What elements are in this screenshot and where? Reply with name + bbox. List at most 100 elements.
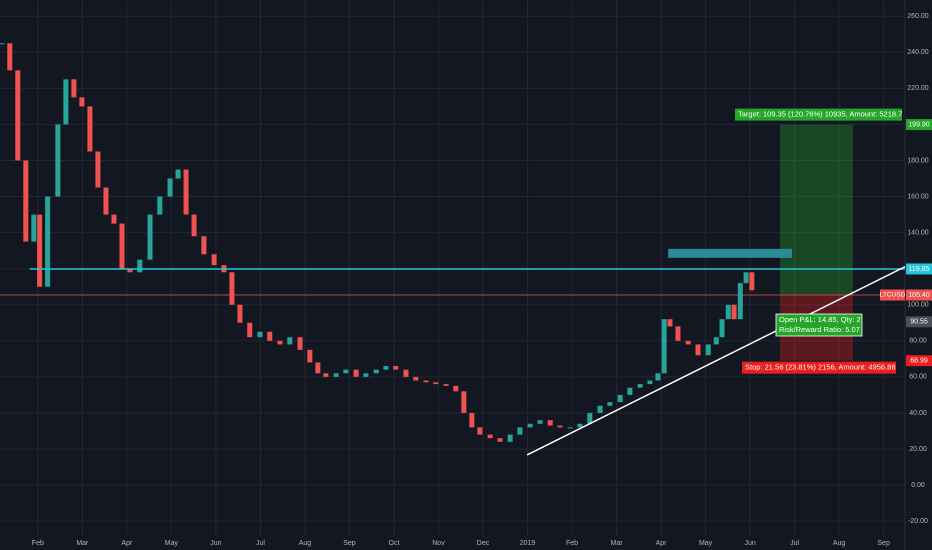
- x-tick-label: Aug: [833, 540, 846, 547]
- x-tick-label: Jul: [790, 540, 799, 547]
- candle: [647, 380, 653, 385]
- candle: [423, 380, 429, 383]
- candle: [333, 373, 339, 377]
- candle: [363, 373, 369, 377]
- candle: [127, 268, 133, 273]
- x-tick-label: May: [699, 540, 713, 547]
- x-tick-label: Jun: [210, 540, 221, 547]
- candle: [627, 387, 633, 395]
- price-label: 105.40: [908, 292, 930, 299]
- candle: [443, 384, 449, 386]
- price-label: 90.55: [910, 319, 928, 326]
- candle: [31, 214, 37, 242]
- y-tick-label: 0.00: [911, 482, 925, 489]
- x-tick-label: Oct: [389, 540, 400, 547]
- candle: [655, 373, 661, 381]
- y-tick-label: 80.00: [909, 338, 927, 345]
- x-tick-label: Mar: [611, 540, 624, 547]
- y-tick-label: 180.00: [907, 157, 929, 164]
- x-tick-label: Apr: [121, 540, 133, 547]
- candle: [63, 79, 69, 125]
- candle: [667, 319, 673, 327]
- candle: [487, 434, 493, 439]
- candle: [211, 254, 217, 266]
- candle: [191, 214, 197, 237]
- candle: [45, 196, 51, 287]
- candle: [383, 366, 389, 370]
- candle: [229, 272, 235, 305]
- price-label: 68.99: [910, 358, 928, 365]
- candle: [147, 214, 153, 260]
- pnl-label: Risk/Reward Ratio: 5.07: [779, 325, 860, 334]
- candle: [607, 402, 613, 406]
- candle: [183, 169, 189, 215]
- candle: [87, 106, 93, 152]
- candle: [353, 369, 359, 377]
- x-tick-label: Apr: [656, 540, 668, 547]
- y-tick-label: 60.00: [909, 374, 927, 381]
- zone-box: [668, 248, 792, 258]
- candle: [95, 151, 101, 188]
- candle: [537, 420, 543, 424]
- candle: [617, 394, 623, 403]
- price-label-box: [906, 289, 932, 301]
- price-label-box: [906, 263, 932, 275]
- candle: [15, 70, 21, 161]
- y-tick-label: 20.00: [909, 446, 927, 453]
- price-label-box: [906, 355, 932, 367]
- candle: [507, 434, 513, 442]
- candle: [743, 272, 749, 284]
- y-tick-label: -20.00: [908, 518, 928, 525]
- symbol-label: LTCUSD: [880, 292, 906, 299]
- y-tick-label: 100.00: [907, 302, 929, 309]
- y-tick-label: 260.00: [907, 13, 929, 20]
- candle: [725, 304, 731, 320]
- candle: [737, 283, 743, 320]
- candle: [695, 344, 701, 356]
- candle: [497, 438, 503, 442]
- y-tick-label: 220.00: [907, 85, 929, 92]
- candle: [323, 373, 329, 377]
- candle: [157, 196, 163, 215]
- candle: [79, 97, 85, 107]
- price-label-box: [906, 316, 932, 328]
- candle: [37, 214, 43, 287]
- candle: [71, 79, 77, 98]
- candle: [719, 319, 725, 338]
- candle: [167, 178, 173, 197]
- candle: [175, 169, 181, 179]
- y-tick-label: 140.00: [907, 229, 929, 236]
- x-tick-label: Jul: [256, 540, 265, 547]
- target-zone: [779, 124, 853, 296]
- symbol-box: [880, 289, 905, 301]
- price-label: 199.90: [908, 121, 930, 128]
- candle: [433, 382, 439, 385]
- candle: [119, 223, 125, 269]
- trendline: [526, 266, 906, 456]
- candle: [453, 385, 459, 392]
- candle: [469, 412, 475, 428]
- candle: [577, 423, 583, 428]
- candle: [587, 412, 593, 424]
- price-label: 119.85: [909, 266, 930, 273]
- candle: [705, 344, 711, 356]
- candle: [461, 391, 467, 413]
- candle: [201, 236, 207, 255]
- candle: [373, 369, 379, 374]
- candle: [287, 337, 293, 345]
- candle: [111, 214, 117, 224]
- candle: [597, 405, 603, 413]
- pnl-label: Open P&L: 14.85, Qty: 2: [779, 315, 861, 324]
- candle: [413, 376, 419, 381]
- target-label-box: [735, 108, 902, 121]
- candle: [403, 369, 409, 377]
- x-tick-label: Feb: [32, 540, 44, 547]
- candle: [23, 160, 29, 242]
- candle: [277, 340, 283, 345]
- candle: [7, 43, 13, 71]
- candle: [257, 331, 263, 338]
- candle: [731, 304, 737, 320]
- candle: [567, 427, 573, 429]
- candle: [675, 326, 681, 341]
